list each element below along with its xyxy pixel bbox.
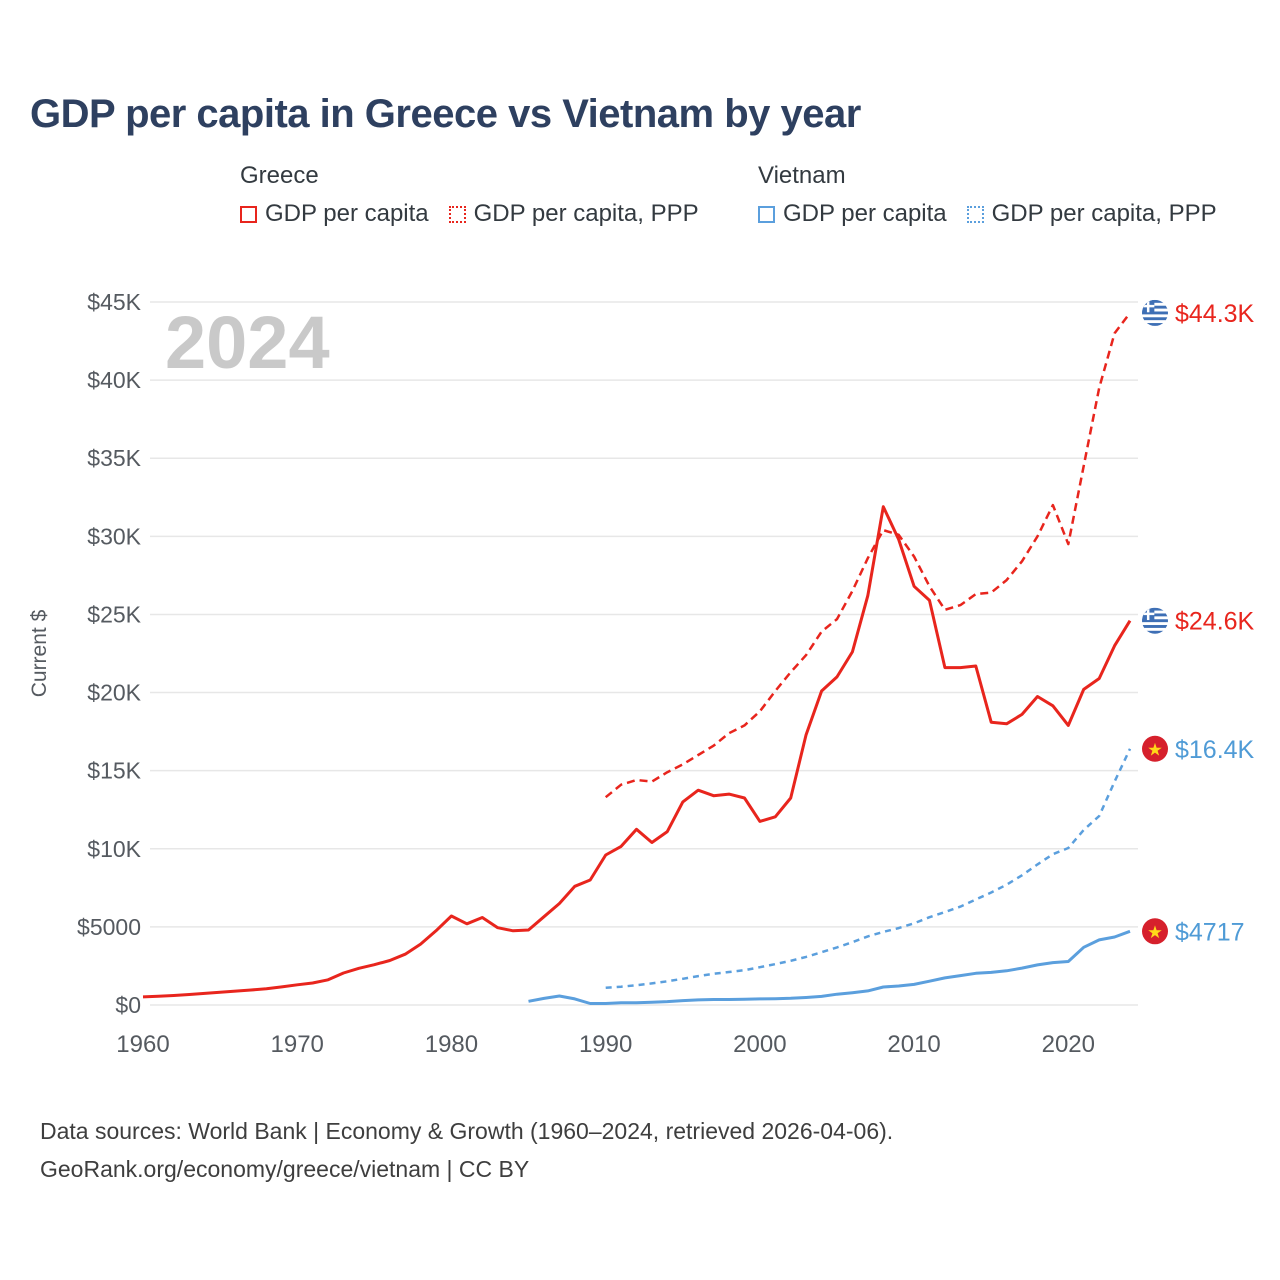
legend-swatch-blue-dotted-icon	[966, 205, 984, 223]
page-title: GDP per capita in Greece vs Vietnam by y…	[30, 92, 861, 136]
end-value-label: $44.3K	[1175, 300, 1255, 328]
series-line-vietnam-gdp-per-capita	[528, 929, 1131, 1005]
series-line-greece-gdp-per-capita	[142, 505, 1132, 999]
x-tick-label: 2020	[1042, 1031, 1095, 1058]
legend-item-vietnam-gdp-ppp[interactable]: GDP per capita, PPP	[966, 200, 1217, 228]
legend-swatch-red-solid-icon	[240, 205, 257, 223]
x-tick-label: 1980	[425, 1031, 478, 1058]
svg-text:★: ★	[1147, 739, 1163, 759]
legend-item-vietnam-gdp[interactable]: GDP per capita	[758, 200, 947, 228]
y-tick-label: $30K	[87, 523, 141, 549]
end-label-group: ★ $16.4K	[1142, 735, 1255, 764]
vietnam-flag-icon: ★	[1142, 918, 1168, 945]
y-tick-label: $45K	[87, 289, 141, 315]
svg-text:★: ★	[1147, 922, 1163, 942]
footer: Data sources: World Bank | Economy & Gro…	[40, 1112, 893, 1188]
legend-item-label: GDP per capita	[265, 200, 429, 227]
legend-group-vietnam: Vietnam GDP per capita GDP per capita, P…	[758, 162, 1217, 228]
legend-item-greece-gdp[interactable]: GDP per capita	[240, 200, 429, 228]
x-tick-label: 1960	[116, 1031, 169, 1058]
greece-flag-icon	[1142, 299, 1168, 326]
end-value-label: $4717	[1175, 918, 1245, 946]
legend-item-label: GDP per capita, PPP	[991, 200, 1217, 227]
x-tick-label: 1990	[579, 1031, 632, 1058]
legend-swatch-blue-solid-icon	[758, 205, 775, 223]
x-tick-label: 2010	[887, 1031, 940, 1058]
series-line-vietnam-gdp-per-capita-ppp	[605, 748, 1132, 990]
legend-swatch-red-dotted-icon	[448, 205, 466, 223]
end-value-label: $16.4K	[1175, 736, 1255, 764]
end-value-label: $24.6K	[1175, 608, 1255, 636]
x-tick-label: 1970	[271, 1031, 324, 1058]
legend-group-greece-title: Greece	[240, 162, 319, 189]
data-sources-text: Data sources: World Bank | Economy & Gro…	[40, 1118, 894, 1144]
y-tick-label: $10K	[87, 836, 141, 862]
y-tick-label: $15K	[87, 758, 141, 784]
end-label-group: $24.6K	[1142, 607, 1255, 636]
y-tick-label: $0	[115, 992, 141, 1018]
vietnam-flag-icon: ★	[1142, 735, 1168, 762]
x-tick-label: 2000	[733, 1031, 786, 1058]
y-tick-label: $25K	[87, 601, 141, 627]
gdp-line-chart: $0 $5000 $10K $15K $20K $25K $30K $35K $40K $45K 1…	[28, 289, 1255, 1058]
legend-group-vietnam-title: Vietnam	[758, 162, 846, 189]
y-tick-label: $35K	[87, 445, 141, 471]
end-label-group: ★ $4717	[1142, 918, 1245, 946]
y-tick-label: $20K	[87, 680, 141, 706]
greece-flag-icon	[1142, 607, 1168, 634]
legend-item-greece-gdp-ppp[interactable]: GDP per capita, PPP	[448, 200, 699, 228]
attribution-text: GeoRank.org/economy/greece/vietnam | CC …	[40, 1156, 530, 1182]
legend-item-label: GDP per capita	[783, 200, 947, 227]
y-tick-label: $40K	[87, 367, 141, 393]
legend-item-label: GDP per capita, PPP	[473, 200, 699, 227]
watermark-year: 2024	[165, 301, 330, 384]
y-axis-title: Current $	[28, 609, 51, 697]
series-line-greece-gdp-per-capita-ppp	[604, 312, 1131, 799]
y-tick-label: $5000	[77, 914, 141, 940]
end-label-group: $44.3K	[1142, 300, 1255, 328]
legend-group-greece: Greece GDP per capita GDP per capita, PP…	[240, 162, 699, 228]
